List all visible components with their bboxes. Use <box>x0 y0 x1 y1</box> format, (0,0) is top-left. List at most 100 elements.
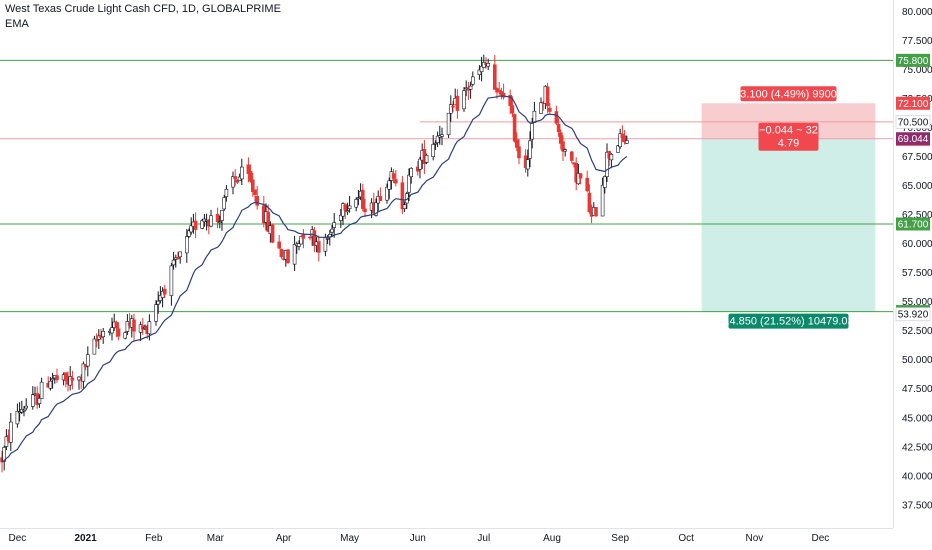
candle[interactable] <box>158 295 163 301</box>
candle[interactable] <box>253 189 257 195</box>
candle[interactable] <box>400 182 405 210</box>
candle[interactable] <box>101 331 105 338</box>
candle[interactable] <box>539 102 543 114</box>
candle[interactable] <box>545 86 550 107</box>
candle[interactable] <box>86 354 90 367</box>
candle[interactable] <box>55 375 59 381</box>
candle[interactable] <box>301 234 306 239</box>
candle[interactable] <box>251 179 255 192</box>
candle[interactable] <box>440 134 444 137</box>
candle[interactable] <box>189 225 193 233</box>
candle[interactable] <box>156 300 160 305</box>
candle[interactable] <box>363 208 367 213</box>
candle[interactable] <box>576 173 581 185</box>
candle[interactable] <box>464 87 469 90</box>
candle[interactable] <box>477 69 482 75</box>
candle[interactable] <box>402 204 407 209</box>
candle[interactable] <box>431 144 436 158</box>
candle[interactable] <box>497 89 502 92</box>
candle[interactable] <box>77 376 81 381</box>
candle[interactable] <box>332 222 337 228</box>
candle[interactable] <box>624 140 629 144</box>
candle[interactable] <box>561 141 565 152</box>
candle[interactable] <box>338 214 343 221</box>
candle[interactable] <box>622 135 627 143</box>
candle[interactable] <box>446 112 451 136</box>
candle[interactable] <box>393 179 398 184</box>
candle[interactable] <box>574 162 579 183</box>
candle[interactable] <box>470 76 475 85</box>
candle[interactable] <box>585 177 590 192</box>
candle[interactable] <box>200 220 204 229</box>
candle[interactable] <box>481 62 486 68</box>
candle[interactable] <box>605 151 609 177</box>
candle[interactable] <box>356 197 361 200</box>
candle[interactable] <box>316 241 321 253</box>
candle[interactable] <box>609 154 614 161</box>
candle[interactable] <box>116 328 121 337</box>
candle[interactable] <box>451 105 455 108</box>
candle[interactable] <box>479 66 484 72</box>
candle[interactable] <box>94 339 99 342</box>
candle[interactable] <box>325 238 330 240</box>
candle[interactable] <box>525 159 530 170</box>
candle[interactable] <box>209 215 213 227</box>
candle[interactable] <box>50 378 55 381</box>
candle[interactable] <box>185 236 189 254</box>
candle[interactable] <box>508 94 513 107</box>
candle[interactable] <box>594 207 598 217</box>
candle[interactable] <box>587 192 592 213</box>
candle[interactable] <box>554 111 559 124</box>
candle[interactable] <box>600 184 605 217</box>
candle[interactable] <box>37 397 42 404</box>
candle[interactable] <box>407 174 411 193</box>
candle[interactable] <box>308 236 312 239</box>
candle[interactable] <box>466 88 471 91</box>
candle[interactable] <box>81 363 86 382</box>
candle[interactable] <box>547 107 552 112</box>
candle[interactable] <box>530 123 535 140</box>
candle[interactable] <box>171 259 176 266</box>
candle[interactable] <box>292 244 297 265</box>
candle[interactable] <box>435 135 440 144</box>
candle[interactable] <box>114 321 119 329</box>
candle[interactable] <box>279 248 284 258</box>
candle[interactable] <box>163 288 167 295</box>
candle[interactable] <box>147 321 152 335</box>
candle[interactable] <box>569 151 574 161</box>
candle[interactable] <box>297 243 301 247</box>
indicator-label-ema[interactable]: EMA <box>5 18 29 30</box>
candle[interactable] <box>178 251 182 258</box>
candle[interactable] <box>374 202 378 216</box>
candle[interactable] <box>193 220 198 230</box>
candle[interactable] <box>246 164 251 174</box>
candle[interactable] <box>391 173 396 179</box>
candle[interactable] <box>125 321 130 332</box>
candle[interactable] <box>204 219 209 222</box>
candle[interactable] <box>616 145 620 153</box>
candle[interactable] <box>387 180 392 190</box>
candle[interactable] <box>132 319 136 332</box>
candle[interactable] <box>70 377 75 381</box>
candle[interactable] <box>378 195 383 201</box>
candle[interactable] <box>528 140 532 159</box>
candle[interactable] <box>169 265 174 296</box>
ema-line[interactable] <box>1 95 628 463</box>
candle[interactable] <box>9 421 13 443</box>
candle[interactable] <box>68 376 72 386</box>
candle[interactable] <box>235 179 240 183</box>
candle[interactable] <box>510 105 515 114</box>
candle[interactable] <box>347 205 352 210</box>
candle[interactable] <box>39 381 44 399</box>
candle[interactable] <box>187 230 191 237</box>
candle[interactable] <box>354 199 359 208</box>
candle[interactable] <box>92 338 97 355</box>
candle[interactable] <box>343 204 348 211</box>
candle[interactable] <box>270 224 275 243</box>
candle[interactable] <box>448 104 453 114</box>
candle[interactable] <box>360 189 365 209</box>
candle[interactable] <box>345 210 350 213</box>
candle[interactable] <box>48 380 53 389</box>
candle[interactable] <box>224 189 229 198</box>
